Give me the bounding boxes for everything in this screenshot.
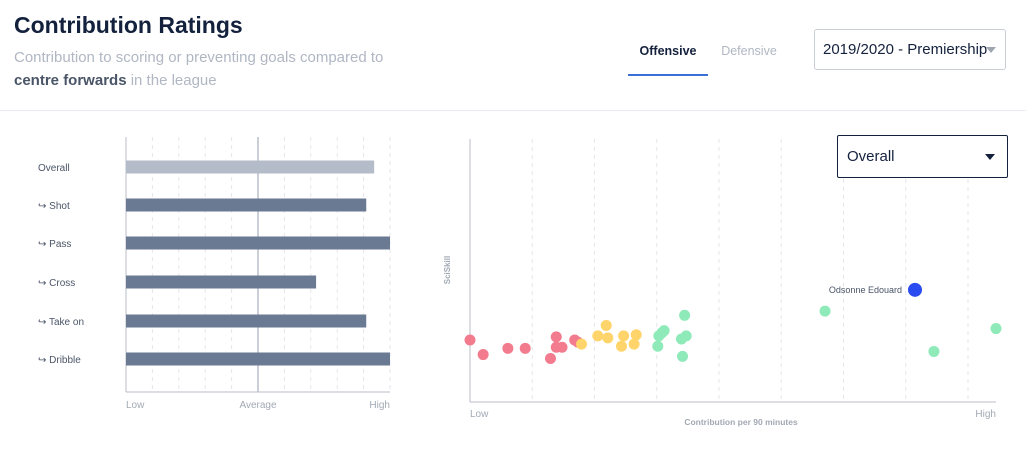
bar-category-label: ↪ Take on <box>38 317 84 328</box>
scatter-point[interactable] <box>602 332 614 344</box>
scatter-point[interactable] <box>628 338 640 350</box>
bar-category-label: ↪ Dribble <box>38 355 81 366</box>
x-tick-label: High <box>369 400 390 411</box>
bar-category-label: ↪ Cross <box>38 278 75 289</box>
bar-category-label: Overall <box>38 163 70 174</box>
bar <box>126 160 375 174</box>
highlighted-player-point[interactable] <box>907 282 922 297</box>
x-tick-label: High <box>975 409 996 420</box>
page-header: Contribution Ratings Contribution to sco… <box>0 0 1026 111</box>
page-subtitle: Contribution to scoring or preventing go… <box>14 46 414 92</box>
scatter-point[interactable] <box>658 325 670 337</box>
scatter-point[interactable] <box>477 349 489 361</box>
season-select[interactable]: 2019/2020 - Premiership <box>814 29 1006 70</box>
bar <box>126 198 367 212</box>
scatter-point[interactable] <box>990 323 1002 335</box>
view-select-value: Overall <box>847 148 895 165</box>
scatter-point[interactable] <box>652 340 664 352</box>
scatter-point[interactable] <box>819 305 831 317</box>
x-tick-label: Low <box>126 400 145 411</box>
x-tick-label: Low <box>470 409 489 420</box>
contribution-bar-chart: Low Average High Overall ↪ Shot ↪ Pass ↪ Cross… <box>38 137 391 411</box>
page-title: Contribution Ratings <box>14 12 243 38</box>
scatter-point[interactable] <box>618 330 630 342</box>
scatter-point[interactable] <box>576 338 588 350</box>
season-select-value: 2019/2020 - Premiership <box>823 41 988 58</box>
scatter-point[interactable] <box>679 309 691 321</box>
scatter-point[interactable] <box>550 331 562 343</box>
bar-category-label: ↪ Pass <box>38 239 71 250</box>
scatter-point[interactable] <box>519 342 531 354</box>
scatter-point[interactable] <box>928 345 940 357</box>
contribution-scatter-chart: SciSkill Contribution per 90 minutes Low Hi… <box>443 139 1002 427</box>
scatter-point[interactable] <box>615 340 627 352</box>
scatter-point[interactable] <box>556 341 568 353</box>
bar <box>126 314 367 328</box>
y-axis-label: SciSkill <box>443 256 452 284</box>
bar <box>126 275 317 289</box>
scatter-point[interactable] <box>464 334 476 346</box>
tab-offensive[interactable]: Offensive <box>628 36 708 76</box>
x-tick-label: Average <box>239 400 277 411</box>
scatter-point[interactable] <box>630 329 642 341</box>
highlighted-player-label: Odsonne Edouard <box>829 285 902 295</box>
scatter-point[interactable] <box>680 330 692 342</box>
bar <box>126 352 390 366</box>
chevron-down-icon <box>986 47 996 53</box>
tab-defensive[interactable]: Defensive <box>721 44 777 58</box>
scatter-point[interactable] <box>544 352 556 364</box>
view-select[interactable]: Overall <box>837 135 1008 178</box>
bar-category-label: ↪ Shot <box>38 201 70 212</box>
subtitle-text: Contribution to scoring or preventing go… <box>14 49 384 66</box>
chevron-down-icon <box>985 154 995 160</box>
scatter-point[interactable] <box>677 350 689 362</box>
x-axis-label: Contribution per 90 minutes <box>684 417 798 427</box>
bar <box>126 236 390 250</box>
scatter-point[interactable] <box>502 342 514 354</box>
subtitle-position: centre forwards <box>14 72 127 89</box>
scatter-point[interactable] <box>592 330 604 342</box>
subtitle-suffix: in the league <box>126 72 217 89</box>
scatter-point[interactable] <box>600 319 612 331</box>
